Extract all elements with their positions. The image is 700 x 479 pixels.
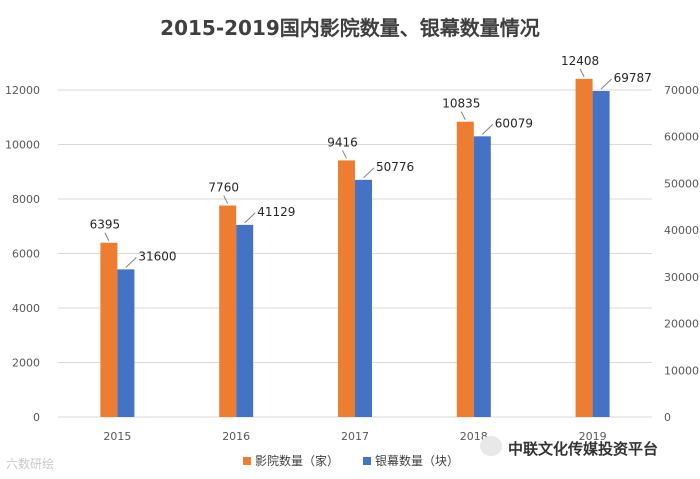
chart-title: 2015-2019国内影院数量、银幕数量情况: [160, 16, 540, 40]
y-right-tick-label: 20000: [664, 318, 699, 331]
y-left-tick-label: 4000: [12, 302, 40, 315]
data-label-screens: 50776: [376, 160, 414, 174]
y-right-tick-label: 10000: [664, 364, 699, 377]
y-left-tick-label: 6000: [12, 248, 40, 261]
y-right-tick-label: 50000: [664, 177, 699, 190]
y-left-tick-label: 0: [33, 411, 40, 424]
x-tick-label: 2016: [222, 430, 250, 443]
data-label-cinemas: 7760: [208, 181, 239, 195]
watermark-right: 中联文化传媒投资平台: [508, 440, 659, 458]
label-leader: [460, 111, 466, 120]
y-right-tick-label: 0: [664, 411, 671, 424]
y-left-tick-label: 2000: [12, 357, 40, 370]
bar-screens-2019: [592, 90, 610, 417]
y-axis-right: 0 10000 20000 30000 40000 50000 60000 70000: [664, 84, 699, 424]
y-axis-left: 0 2000 4000 6000 8000 10000 12000: [5, 84, 40, 424]
bar-cinemas-2017: [338, 160, 355, 417]
data-label-screens: 41129: [257, 205, 295, 219]
legend-swatch: [243, 457, 251, 465]
data-label-cinemas: 6395: [90, 218, 121, 232]
label-leader: [363, 167, 375, 179]
data-label-screens: 60079: [495, 116, 533, 130]
y-left-tick-label: 12000: [5, 84, 40, 97]
label-leader: [125, 257, 137, 268]
bar-cinemas-2018: [456, 121, 474, 417]
data-labels: 6395 31600 7760 41129 9416 50776 10835 60079 124…: [90, 54, 652, 268]
label-leader: [104, 232, 110, 241]
label-leader: [223, 195, 229, 204]
y-right-tick-label: 60000: [664, 131, 699, 144]
wechat-icon: [480, 436, 502, 456]
legend-label: 影院数量（家）: [255, 453, 339, 468]
data-label-screens: 69787: [614, 71, 652, 85]
x-tick-label: 2019: [579, 430, 607, 443]
label-leader: [579, 68, 585, 78]
bars-group: [100, 78, 610, 417]
label-leader: [342, 150, 347, 159]
y-left-tick-label: 8000: [12, 193, 40, 206]
x-tick-label: 2017: [341, 430, 369, 443]
bar-screens-2018: [473, 136, 491, 417]
x-tick-label: 2015: [103, 430, 131, 443]
data-label-cinemas: 12408: [561, 54, 599, 68]
bar-screens-2015: [117, 269, 135, 417]
bar-screens-2016: [236, 224, 254, 417]
data-label-screens: 31600: [138, 249, 176, 263]
y-left-tick-label: 10000: [5, 139, 40, 152]
label-leader: [244, 212, 256, 224]
bar-cinemas-2016: [219, 205, 237, 417]
y-right-tick-label: 40000: [664, 224, 699, 237]
y-right-tick-label: 70000: [664, 84, 699, 97]
bar-cinemas-2015: [100, 242, 118, 417]
data-label-cinemas: 9416: [327, 135, 358, 149]
legend-swatch: [363, 457, 371, 465]
label-leader: [600, 78, 612, 90]
data-label-cinemas: 10835: [442, 97, 480, 111]
y-right-tick-label: 30000: [664, 271, 699, 284]
bar-cinemas-2019: [575, 78, 593, 417]
bar-screens-2017: [355, 179, 372, 417]
watermark-left: 六数研绘: [6, 457, 55, 471]
label-leader: [481, 123, 494, 135]
x-axis: 2015 2016 2017 2018 2019: [103, 430, 606, 443]
legend: 影院数量（家） 银幕数量（块）: [243, 453, 459, 468]
legend-label: 银幕数量（块）: [375, 453, 459, 468]
